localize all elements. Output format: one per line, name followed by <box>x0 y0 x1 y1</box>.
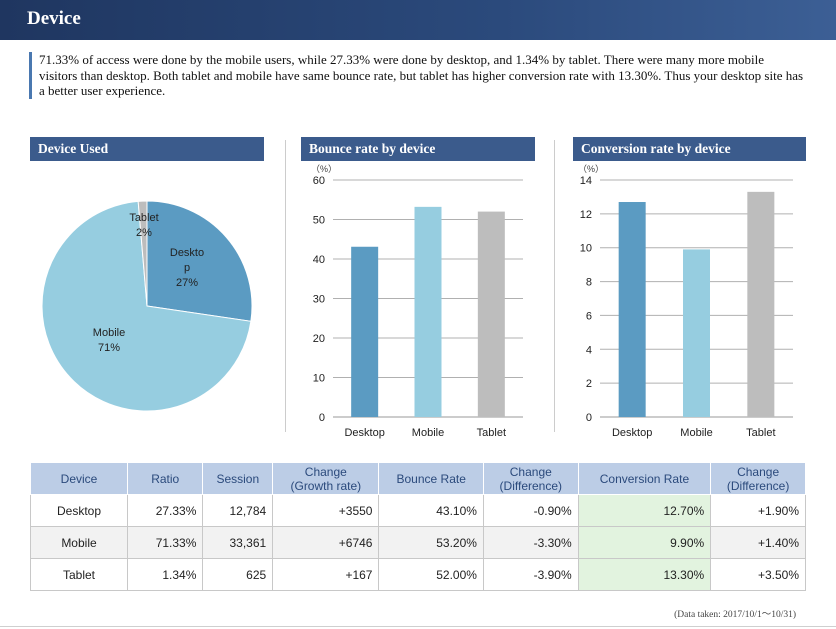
table-header-cell: Change (Growth rate) <box>272 462 380 495</box>
x-tick-label: Mobile <box>412 427 444 439</box>
bottom-divider <box>0 626 836 627</box>
x-tick-label: Mobile <box>680 427 712 439</box>
y-tick-label: 10 <box>580 243 592 255</box>
footnote: (Data taken: 2017/10/1～10/31) <box>674 610 796 620</box>
y-axis-unit: （%） <box>311 164 337 174</box>
table-cell: +1.40% <box>710 526 806 559</box>
bar-desktop <box>618 202 646 417</box>
y-tick-label: 50 <box>313 215 325 227</box>
table-header-cell: Ratio <box>126 462 204 495</box>
table-cell: Mobile <box>30 526 128 559</box>
x-tick-label: Tablet <box>477 427 506 439</box>
table-header-cell: Bounce Rate <box>378 462 484 495</box>
table-cell: 12.70% <box>577 494 712 527</box>
y-tick-label: 8 <box>586 277 592 289</box>
x-tick-label: Desktop <box>344 427 384 439</box>
table-cell: Desktop <box>30 494 128 527</box>
pie-label-tablet: Tablet 2% <box>129 212 158 239</box>
table-cell: +1.90% <box>710 494 806 527</box>
table-cell: -0.90% <box>482 494 579 527</box>
table-cell: -3.30% <box>482 526 579 559</box>
pie-slice-desktop <box>146 200 253 322</box>
table-cell: +3550 <box>272 494 380 527</box>
table-cell: -3.90% <box>482 558 579 591</box>
table-row: Desktop 27.33% 12,784 +3550 43.10% -0.90% 12.7… <box>30 494 806 527</box>
table-cell: 71.33% <box>126 526 204 559</box>
table-header-cell: Session <box>202 462 274 495</box>
table-header-row: Device Ratio Session Change (Growth rate) Bou… <box>30 462 806 495</box>
table-cell: 1.34% <box>126 558 204 591</box>
table-cell: +3.50% <box>710 558 806 591</box>
panel-divider <box>285 140 286 432</box>
bar-tablet <box>477 211 505 417</box>
bar-tablet <box>747 191 775 417</box>
table-cell: +6746 <box>272 526 380 559</box>
table-cell: 13.30% <box>577 558 712 591</box>
y-tick-label: 0 <box>586 412 592 424</box>
y-tick-label: 0 <box>319 412 325 424</box>
y-tick-label: 20 <box>313 333 325 345</box>
panel-header-conversion-rate: Conversion rate by device <box>573 137 806 161</box>
table-row: Tablet 1.34% 625 +167 52.00% -3.90% 13.30% +3.5… <box>30 558 806 591</box>
panel-header-device-used: Device Used <box>30 137 264 161</box>
y-tick-label: 60 <box>313 175 325 187</box>
table-cell: +167 <box>272 558 380 591</box>
y-tick-label: 4 <box>586 344 592 356</box>
table-cell: 9.90% <box>577 526 712 559</box>
table-row: Mobile 71.33% 33,361 +6746 53.20% -3.30% 9.90%… <box>30 526 806 559</box>
pie-label-desktop: Deskto p 27% <box>170 247 204 289</box>
table-header-cell: Conversion Rate <box>577 462 712 495</box>
conversion-rate-bar-chart: （%） 0 2 4 6 8 10 12 14 Desktop Mobile Tablet <box>578 164 793 439</box>
device-metrics-table: Device Ratio Session Change (Growth rate) Bou… <box>30 462 806 591</box>
device-pie-chart: Deskto p 27% Mobile 71% Tablet 2% <box>41 200 253 412</box>
y-tick-label: 40 <box>313 254 325 266</box>
table-cell: 33,361 <box>202 526 274 559</box>
table-header-cell: Change (Difference) <box>710 462 806 495</box>
y-tick-label: 12 <box>580 209 592 221</box>
table-cell: 27.33% <box>126 494 204 527</box>
table-cell: 52.00% <box>378 558 484 591</box>
table-cell: 53.20% <box>378 526 484 559</box>
pie-slice-mobile <box>41 200 252 412</box>
y-tick-label: 2 <box>586 378 592 390</box>
bounce-rate-bar-chart: （%） 0 10 20 30 40 50 60 Desktop Mobile Tablet <box>311 164 523 439</box>
table-header-cell: Device <box>30 462 128 495</box>
bar-mobile <box>414 206 442 417</box>
y-tick-label: 30 <box>313 294 325 306</box>
table-cell: 43.10% <box>378 494 484 527</box>
bar-desktop <box>351 246 379 417</box>
pie-slice-tablet <box>137 200 148 307</box>
pie-label-mobile: Mobile 71% <box>93 327 125 354</box>
table-cell: 12,784 <box>202 494 274 527</box>
summary-text: 71.33% of access were done by the mobile… <box>29 52 804 99</box>
x-tick-label: Desktop <box>612 427 652 439</box>
x-tick-label: Tablet <box>746 427 775 439</box>
y-axis-unit: （%） <box>578 164 604 174</box>
panel-divider <box>554 140 555 432</box>
y-tick-label: 10 <box>313 373 325 385</box>
table-header-cell: Change (Difference) <box>482 462 579 495</box>
y-tick-label: 14 <box>580 175 592 187</box>
table-cell: 625 <box>202 558 274 591</box>
table-cell: Tablet <box>30 558 128 591</box>
page-title: Device <box>0 0 836 40</box>
bar-mobile <box>683 249 710 417</box>
y-tick-label: 6 <box>586 310 592 322</box>
panel-header-bounce-rate: Bounce rate by device <box>301 137 535 161</box>
